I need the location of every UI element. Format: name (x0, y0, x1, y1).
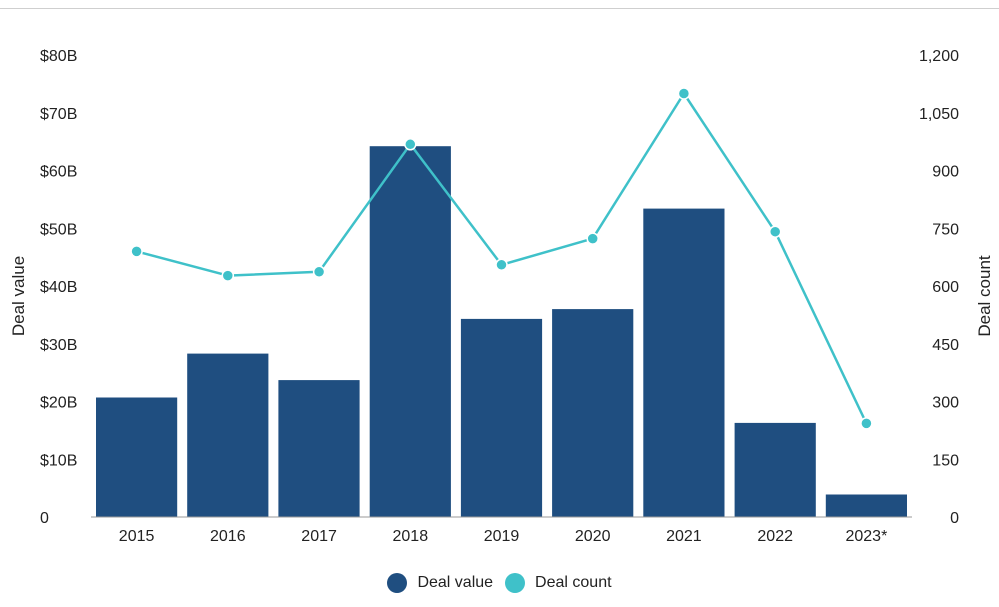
left-tick-label: $50B (40, 221, 77, 238)
bar-2022 (734, 422, 816, 517)
line-group (130, 87, 873, 430)
bar-2017 (278, 380, 360, 517)
point-2017 (312, 265, 326, 279)
x-tick-label: 2020 (575, 528, 611, 545)
left-tick-label: $20B (40, 395, 77, 412)
point-2020 (586, 232, 599, 245)
bar-2018 (369, 146, 451, 517)
x-tick-label: 2021 (666, 528, 702, 545)
legend-label-deal-value: Deal value (417, 574, 494, 591)
top-divider (0, 8, 999, 9)
point-2021 (677, 87, 691, 100)
legend-label-deal-count: Deal count (535, 574, 612, 591)
point-2019 (495, 258, 508, 272)
point-2023* (860, 417, 873, 430)
x-tick-label: 2017 (301, 528, 337, 545)
x-axis-ticks: 2015 2016 2017 2018 2019 2020 2021 2022 2023* (119, 528, 888, 545)
deal-chart: 0 $10B $20B $30B $40B $50B $60B $70B $80B 0 150 30… (9, 48, 994, 545)
left-tick-label: $40B (40, 279, 77, 296)
legend: Deal value Deal count (0, 573, 999, 593)
legend-swatch-deal-value (387, 573, 408, 593)
point-2018 (404, 138, 417, 151)
point-2016 (221, 269, 235, 282)
right-tick-label: 450 (932, 337, 959, 354)
x-tick-label: 2023* (845, 528, 887, 545)
x-tick-label: 2019 (484, 528, 520, 545)
left-tick-label: $30B (40, 337, 77, 354)
x-tick-label: 2022 (757, 528, 793, 545)
x-tick-label: 2018 (393, 528, 429, 545)
left-tick-label: $10B (40, 452, 77, 469)
right-tick-label: 300 (932, 395, 959, 412)
bars-group (96, 146, 907, 517)
right-tick-label: 600 (932, 279, 959, 296)
left-tick-label: $70B (40, 106, 77, 123)
point-2022 (768, 225, 782, 238)
legend-swatch-deal-count (505, 573, 526, 593)
x-tick-label: 2015 (119, 528, 155, 545)
right-tick-label: 1,200 (919, 48, 959, 65)
legend-item-deal-value: Deal value (387, 573, 493, 593)
bar-2023* (825, 494, 907, 517)
left-axis-title: Deal value (9, 256, 28, 336)
right-axis-title: Deal count (975, 255, 994, 337)
bar-2019 (460, 318, 543, 517)
right-tick-label: 0 (950, 510, 959, 527)
bar-2021 (643, 208, 725, 517)
bar-2020 (552, 309, 634, 517)
right-tick-label: 150 (932, 452, 959, 469)
right-axis-ticks: 0 150 300 450 600 750 900 1,050 1,200 (919, 48, 959, 527)
left-tick-label: $80B (40, 48, 77, 65)
x-tick-label: 2016 (210, 528, 246, 545)
right-tick-label: 750 (932, 221, 959, 238)
right-tick-label: 1,050 (919, 106, 959, 123)
left-tick-label: $60B (40, 164, 77, 181)
bar-2015 (96, 397, 178, 517)
right-tick-label: 900 (932, 164, 959, 181)
bar-2016 (187, 353, 269, 517)
left-tick-label: 0 (40, 510, 49, 527)
left-axis-ticks: 0 $10B $20B $30B $40B $50B $60B $70B $80B (40, 48, 77, 527)
point-2015 (130, 245, 143, 258)
legend-item-deal-count: Deal count (505, 573, 612, 593)
